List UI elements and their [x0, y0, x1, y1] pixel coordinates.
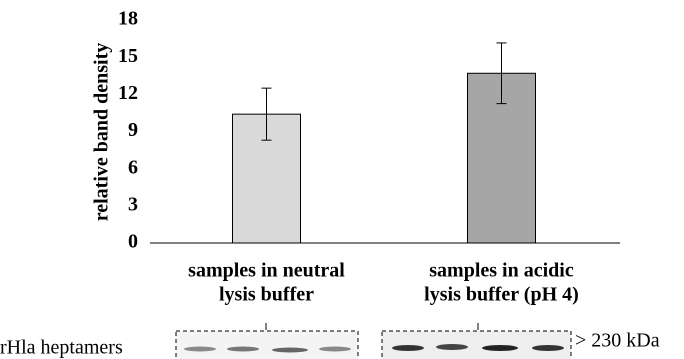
blot-size-label: > 230 kDa — [575, 330, 660, 352]
band — [319, 347, 351, 352]
y-tick-label: 15 — [118, 45, 138, 67]
band — [482, 345, 518, 351]
y-tick-label: 0 — [128, 231, 138, 253]
y-tick-label: 12 — [118, 82, 138, 104]
band — [227, 347, 259, 352]
band — [184, 347, 216, 352]
band — [532, 345, 564, 351]
chart: relative band density rHla heptamers > 2… — [0, 0, 684, 359]
blot-box — [382, 331, 571, 359]
band — [392, 345, 424, 351]
y-tick-label: 3 — [128, 193, 138, 215]
y-tick-label: 6 — [128, 156, 138, 178]
x-tick-label: samples in neutral — [188, 260, 345, 282]
blot: rHla heptamers > 230 kDa — [0, 323, 660, 359]
x-tick-label: samples in acidic — [429, 260, 574, 282]
band — [272, 348, 308, 353]
blot-row-label: rHla heptamers — [0, 337, 123, 359]
y-tick-label: 9 — [128, 119, 138, 141]
y-tick-label: 18 — [118, 8, 138, 30]
blot-box — [176, 331, 358, 359]
y-axis-label: relative band density — [91, 43, 113, 222]
x-tick-label: lysis buffer — [219, 284, 314, 306]
band — [436, 344, 468, 350]
x-tick-label: lysis buffer (pH 4) — [424, 284, 579, 306]
